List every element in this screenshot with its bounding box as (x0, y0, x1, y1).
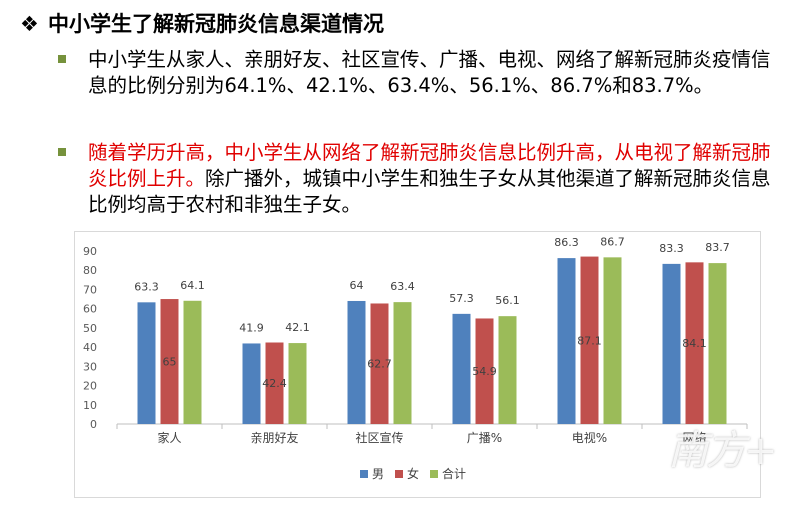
bar-male (452, 313, 471, 424)
square-bullet-icon (58, 148, 66, 156)
data-label: 65 (163, 356, 177, 369)
bullet-point-2: 随着学历升高，中小学生从网络了解新冠肺炎信息比例升高，从电视了解新冠肺炎比例上升… (58, 140, 780, 218)
bar-male (662, 263, 681, 424)
y-tick-label: 90 (83, 245, 97, 258)
data-label: 63.3 (134, 280, 159, 293)
x-tick-label: 家人 (157, 430, 181, 445)
y-tick-label: 80 (83, 264, 97, 277)
bar-female (265, 342, 284, 424)
data-label: 86.3 (554, 236, 579, 249)
legend-label: 合计 (442, 466, 466, 481)
x-tick-label: 亲朋好友 (250, 431, 298, 445)
diamond-bullet-icon: ❖ (20, 12, 39, 36)
slide-heading: ❖ 中小学生了解新冠肺炎信息渠道情况 (20, 8, 384, 38)
bar-total (393, 302, 412, 424)
bar-male (137, 302, 156, 424)
y-tick-label: 10 (83, 399, 97, 412)
data-label: 41.9 (239, 321, 264, 334)
data-label: 64 (350, 279, 364, 292)
bar-total (498, 316, 517, 424)
data-label: 83.7 (705, 241, 730, 254)
x-tick-label: 电视% (572, 430, 607, 445)
square-bullet-icon (58, 55, 66, 63)
data-label: 57.3 (449, 292, 474, 305)
bullet-point-1: 中小学生从家人、亲朋好友、社区宣传、广播、电视、网络了解新冠肺炎疫情信息的比例分… (58, 47, 780, 99)
bar-total (288, 343, 307, 424)
heading-text: 中小学生了解新冠肺炎信息渠道情况 (48, 12, 384, 36)
bar-chart: 0 10 20 30 40 50 60 70 80 90 家人 63.3 65 64.1 亲朋好友 41.9 4… (83, 235, 748, 481)
y-tick-label: 40 (83, 341, 97, 354)
y-tick-label: 30 (83, 360, 97, 373)
bullet-2-text: 随着学历升高，中小学生从网络了解新冠肺炎信息比例升高，从电视了解新冠肺炎比例上升… (88, 140, 780, 218)
bar-female (160, 299, 179, 424)
x-tick-label: 网络 (682, 430, 706, 445)
legend-swatch (395, 470, 403, 478)
data-label: 54.9 (472, 365, 497, 378)
bullet-2-highlight: 随着学历升高，中小学生从网络了解新冠肺炎信息比例升高，从电视了解新冠肺炎比例上升… (88, 141, 771, 190)
chart-container: 0 10 20 30 40 50 60 70 80 90 家人 63.3 65 64.1 亲朋好友 41.9 4… (74, 231, 761, 498)
data-label: 56.1 (495, 294, 520, 307)
y-tick-label: 50 (83, 322, 97, 335)
watermark-logo: 南方+ (668, 428, 778, 474)
bar-female (370, 303, 389, 424)
data-label: 86.7 (600, 235, 625, 248)
bar-female (685, 262, 704, 424)
bar-total (183, 300, 202, 424)
data-label: 84.1 (682, 337, 707, 350)
y-tick-label: 60 (83, 303, 97, 316)
data-label: 64.1 (180, 279, 205, 292)
bar-total (708, 263, 727, 424)
bar-male (347, 300, 366, 424)
bullet-2-rest: 除广播外，城镇中小学生和独生子女从其他渠道了解新冠肺炎信息比例均高于农村和非独生… (88, 167, 771, 216)
bullet-1-text: 中小学生从家人、亲朋好友、社区宣传、广播、电视、网络了解新冠肺炎疫情信息的比例分… (88, 48, 771, 97)
data-label: 63.4 (390, 280, 415, 293)
bar-male (557, 258, 576, 424)
bar-male (242, 343, 261, 424)
x-tick-label: 广播% (467, 431, 502, 445)
data-label: 62.7 (367, 358, 392, 371)
y-tick-label: 20 (83, 380, 97, 393)
bar-female (580, 256, 599, 424)
x-tick-label: 社区宣传 (355, 430, 403, 445)
y-tick-label: 0 (90, 418, 97, 431)
legend-swatch (430, 470, 438, 478)
data-label: 42.4 (262, 377, 287, 390)
data-label: 87.1 (577, 334, 602, 347)
bar-female (475, 318, 494, 424)
legend-label: 女 (407, 466, 419, 481)
bar-total (603, 257, 622, 424)
y-tick-label: 70 (83, 283, 97, 296)
legend-swatch (360, 470, 368, 478)
data-label: 83.3 (659, 242, 684, 255)
data-label: 42.1 (285, 321, 310, 334)
legend-label: 男 (372, 467, 384, 481)
